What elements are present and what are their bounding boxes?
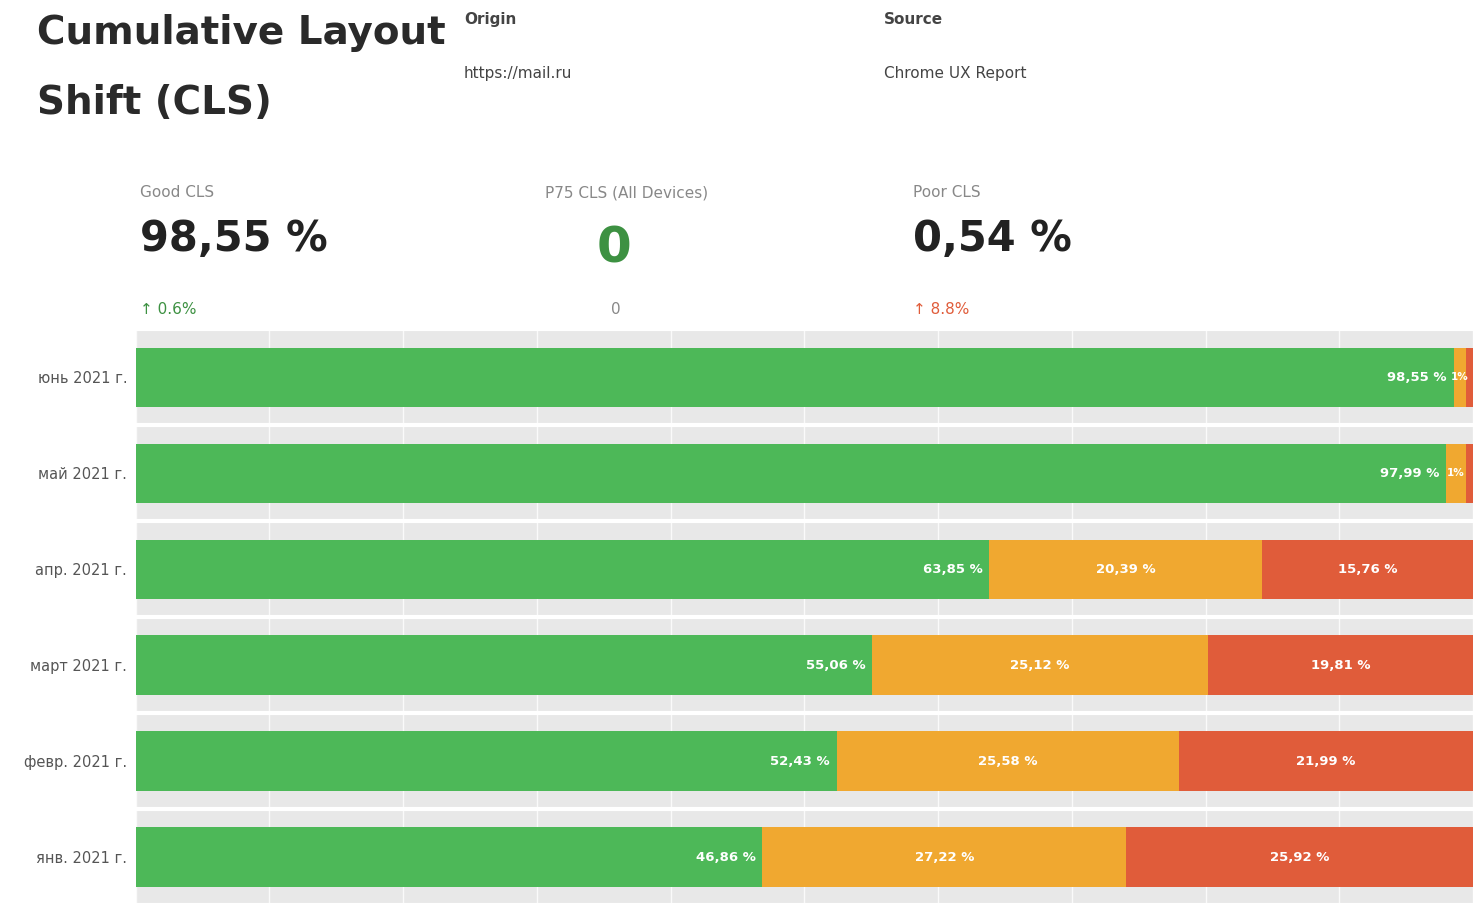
Text: Poor CLS: Poor CLS (913, 186, 981, 201)
Text: 98,55 %: 98,55 % (1388, 371, 1446, 384)
Text: 27,22 %: 27,22 % (915, 851, 974, 863)
Text: 0: 0 (611, 302, 622, 317)
Text: 25,58 %: 25,58 % (978, 755, 1037, 767)
Bar (1127, 827, 1473, 887)
Text: 98,55 %: 98,55 % (140, 218, 327, 260)
Text: 1%: 1% (1446, 468, 1464, 479)
Text: ↑ 8.8%: ↑ 8.8% (913, 302, 969, 317)
Text: 0,54 %: 0,54 % (913, 218, 1072, 260)
Bar (1208, 635, 1473, 695)
Text: 20,39 %: 20,39 % (1096, 563, 1156, 576)
Bar (762, 827, 1127, 887)
Text: Source: Source (884, 13, 943, 27)
Text: 1%: 1% (1451, 372, 1469, 383)
Text: 46,86 %: 46,86 % (695, 851, 756, 863)
Text: 21,99 %: 21,99 % (1296, 755, 1355, 767)
Text: 97,99 %: 97,99 % (1380, 467, 1439, 480)
Bar (136, 635, 872, 695)
Bar (136, 348, 1454, 407)
Bar (136, 539, 990, 599)
Text: Origin: Origin (464, 13, 517, 27)
Text: 19,81 %: 19,81 % (1311, 659, 1370, 672)
Text: Chrome UX Report: Chrome UX Report (884, 66, 1027, 81)
Text: ↑ 0.6%: ↑ 0.6% (140, 302, 196, 317)
Bar (1446, 443, 1466, 503)
Text: 63,85 %: 63,85 % (924, 563, 982, 576)
Text: 15,76 %: 15,76 % (1337, 563, 1398, 576)
Text: Cumulative Layout: Cumulative Layout (37, 14, 445, 52)
Bar (1466, 443, 1473, 503)
Text: 25,92 %: 25,92 % (1270, 851, 1329, 863)
Text: Shift (CLS): Shift (CLS) (37, 84, 271, 122)
Text: 0: 0 (597, 224, 632, 272)
Bar (837, 731, 1178, 791)
Text: P75 CLS (All Devices): P75 CLS (All Devices) (545, 186, 709, 201)
Text: https://mail.ru: https://mail.ru (464, 66, 573, 81)
Text: Good CLS: Good CLS (140, 186, 214, 201)
Bar (872, 635, 1208, 695)
Bar (1178, 731, 1473, 791)
Bar (136, 827, 762, 887)
Bar (1466, 348, 1473, 407)
Bar (1454, 348, 1466, 407)
Bar (136, 731, 837, 791)
Bar (990, 539, 1262, 599)
Text: 55,06 %: 55,06 % (806, 659, 865, 672)
Bar (1262, 539, 1473, 599)
Text: 52,43 %: 52,43 % (770, 755, 831, 767)
Text: 25,12 %: 25,12 % (1010, 659, 1069, 672)
Bar (136, 443, 1446, 503)
